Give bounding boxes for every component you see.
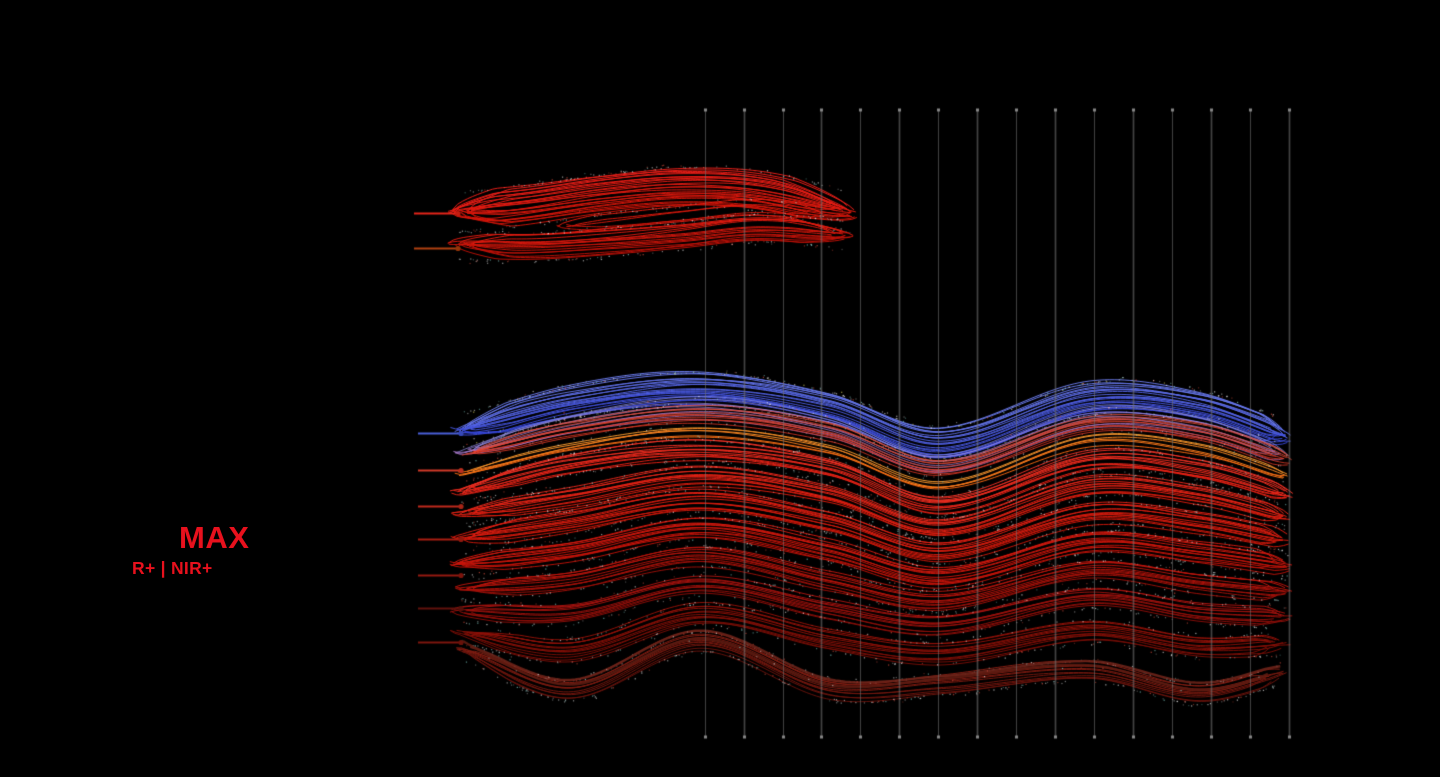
band-combination-label: R+ | NIR+ xyxy=(132,558,213,578)
max-label: MAX xyxy=(179,520,250,555)
